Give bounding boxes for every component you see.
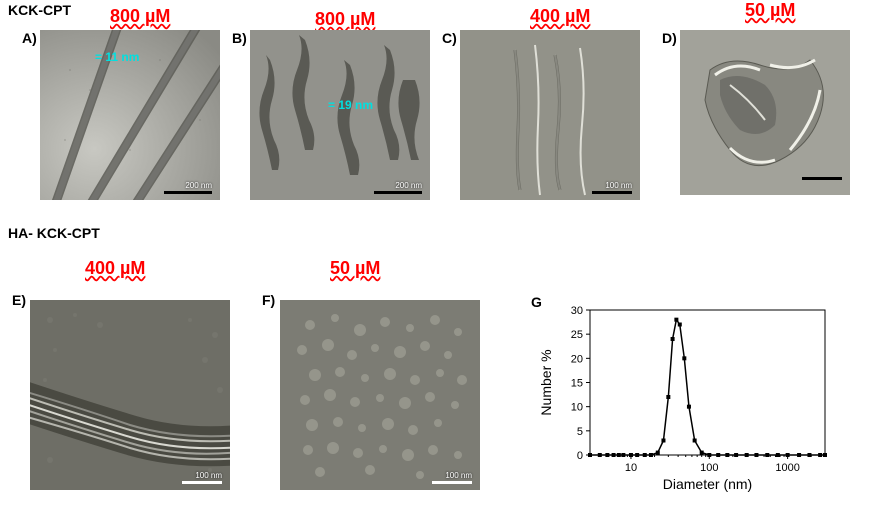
svg-text:Diameter (nm): Diameter (nm) [663, 476, 752, 492]
panel-E: E) 100 nm [30, 300, 230, 490]
panel-D: D) [680, 30, 850, 195]
conc-label-D: 50 µM [745, 0, 795, 21]
tem-image-E: 100 nm [30, 300, 230, 490]
svg-text:100: 100 [700, 462, 718, 474]
panel-A: A) [40, 30, 220, 200]
svg-text:25: 25 [571, 329, 583, 341]
svg-text:0: 0 [577, 450, 583, 462]
svg-text:1000: 1000 [775, 462, 799, 474]
scalebar-E: 100 nm [182, 472, 222, 484]
svg-text:5: 5 [577, 426, 583, 438]
svg-text:Number %: Number % [538, 349, 554, 415]
scalebar-D [802, 177, 842, 189]
scalebar-C: 100 nm [592, 182, 632, 194]
panel-letter-E: E) [12, 292, 26, 308]
panel-letter-B: B) [232, 30, 247, 46]
conc-label-F: 50 µM [330, 258, 380, 279]
svg-text:15: 15 [571, 378, 583, 390]
svg-text:10: 10 [625, 462, 637, 474]
conc-label-B: 800 µM [315, 9, 375, 30]
scalebar-F: 100 nm [432, 472, 472, 484]
tem-image-A: = 11 nm 200 nm [40, 30, 220, 200]
conc-label-C: 400 µM [530, 6, 590, 27]
panel-F: F) 100 nm [280, 300, 480, 490]
tem-image-C: 100 nm [460, 30, 640, 200]
conc-label-A: 800 µM [110, 6, 170, 27]
panel-letter-A: A) [22, 30, 37, 46]
svg-text:10: 10 [571, 402, 583, 414]
tem-image-B: = 19 nm 200 nm [250, 30, 430, 200]
scalebar-A: 200 nm [164, 182, 212, 194]
section-title-kck: KCK-CPT [8, 2, 71, 18]
annotation-A: = 11 nm [95, 50, 139, 64]
panel-C: C) 100 nm [460, 30, 640, 200]
annotation-B: = 19 nm [328, 98, 373, 112]
panel-letter-C: C) [442, 30, 457, 46]
panel-letter-D: D) [662, 30, 677, 46]
svg-text:30: 30 [571, 305, 583, 317]
panel-letter-F: F) [262, 292, 275, 308]
scalebar-B: 200 nm [374, 182, 422, 194]
tem-image-D [680, 30, 850, 195]
section-title-ha-kck: HA- KCK-CPT [8, 225, 100, 241]
dls-chart: 0 5 10 15 20 25 30 10 100 1000 Diameter (nm) Number… [535, 300, 835, 495]
panel-B: B) = 19 nm 200 nm [250, 30, 430, 200]
svg-text:20: 20 [571, 353, 583, 365]
conc-label-E: 400 µM [85, 258, 145, 279]
tem-image-F: 100 nm [280, 300, 480, 490]
